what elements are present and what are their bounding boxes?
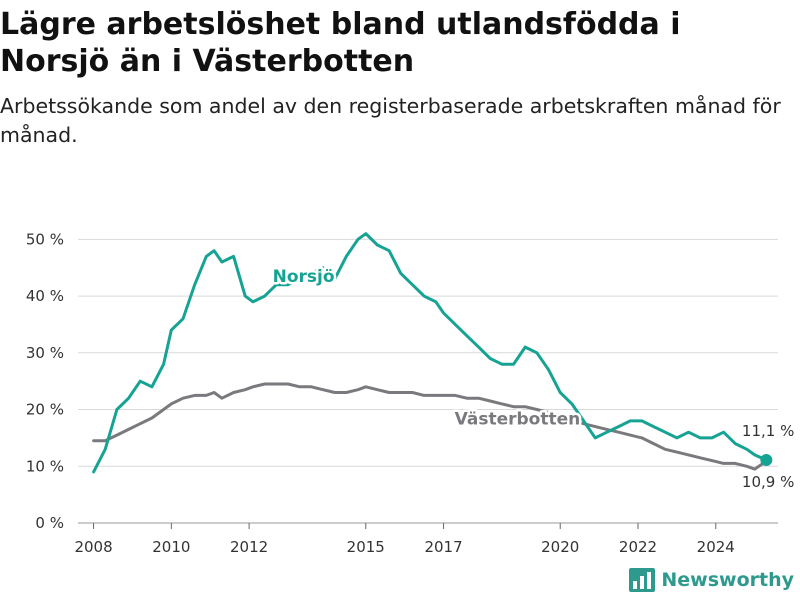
series-lines [92,232,773,474]
series-end-label-vasterbotten: 10,9 % [742,473,794,491]
y-tick-label: 50 % [26,230,64,248]
x-tick-label: 2015 [347,538,385,556]
x-tick-label: 2008 [74,538,112,556]
x-tick-label: 2022 [619,538,657,556]
chart-title: Lägre arbetslöshet bland utlandsfödda i … [0,7,681,79]
y-tick-label: 0 % [35,514,64,532]
series-end-label-norsjo: 11,1 % [742,422,794,440]
y-tick-label: 20 % [26,401,64,419]
series-line-vasterbotten [92,382,768,471]
brand-logo: Newsworthy [629,568,794,592]
chart-subtitle: Arbetssökande som andel av den registerb… [0,94,781,147]
y-tick-label: 30 % [26,344,64,362]
series-end-marker [760,454,773,467]
series-labels: 11,1 % 10,9 % Norsjö Västerbotten [270,264,797,493]
x-tick-label: 2024 [697,538,735,556]
x-tick-label: 2020 [541,538,579,556]
x-axis-ticks: 2008 2010 2012 2015 2017 2020 2022 2024 [74,523,735,556]
brand-name: Newsworthy [661,569,794,591]
x-tick-label: 2012 [230,538,268,556]
y-tick-label: 10 % [26,457,64,475]
x-tick-label: 2010 [152,538,190,556]
gridlines [78,238,778,524]
bar-chart-logo-icon [629,568,656,592]
y-tick-label: 40 % [26,287,64,305]
series-label-norsjo: Norsjö [273,267,335,287]
series-line-norsjo [92,232,768,474]
series-label-vasterbotten: Västerbotten [455,409,581,429]
x-tick-label: 2017 [424,538,462,556]
y-axis-tick-labels: 0 % 10 % 20 % 30 % 40 % 50 % [26,230,64,532]
